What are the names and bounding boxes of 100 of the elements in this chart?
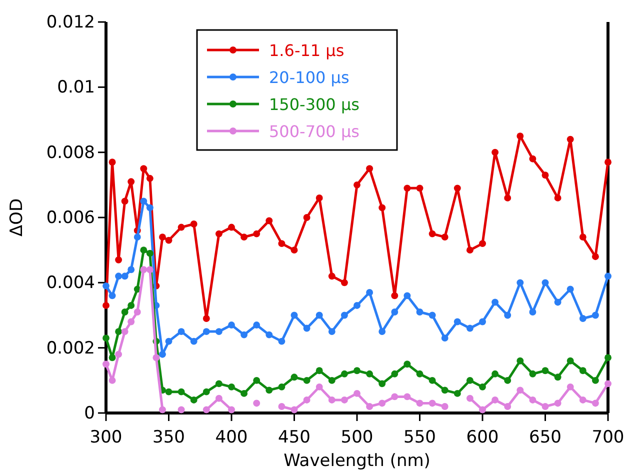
point — [604, 354, 612, 362]
point — [202, 388, 210, 396]
point — [253, 322, 260, 328]
point — [303, 324, 310, 332]
x-tick-label: 650 — [529, 428, 562, 448]
x-tick-label: 400 — [215, 428, 248, 448]
point — [604, 380, 612, 388]
point — [115, 350, 122, 358]
point — [566, 136, 574, 143]
point — [566, 357, 574, 364]
point — [366, 403, 374, 410]
point — [554, 194, 562, 202]
point — [140, 266, 148, 274]
point — [479, 318, 486, 326]
point — [240, 331, 248, 338]
point — [354, 367, 360, 374]
point — [253, 376, 260, 384]
point — [529, 370, 536, 378]
point — [504, 376, 512, 384]
point — [303, 396, 310, 404]
point — [340, 396, 348, 404]
point — [278, 240, 286, 248]
point — [240, 390, 248, 397]
point — [266, 331, 273, 338]
point — [253, 400, 260, 407]
point — [202, 406, 210, 414]
point — [140, 246, 148, 254]
x-tick-label: 500 — [340, 428, 374, 448]
point — [102, 282, 110, 290]
point — [566, 286, 574, 293]
y-axis-title: ΔOD — [7, 198, 27, 237]
point — [303, 376, 310, 384]
point — [340, 279, 348, 286]
point — [428, 400, 436, 407]
legend-label: 1.6-11 µs — [269, 41, 344, 60]
legend-label: 500-700 µs — [269, 122, 360, 141]
point — [115, 256, 122, 264]
point — [529, 396, 536, 404]
point — [134, 308, 141, 316]
point — [202, 328, 210, 336]
point — [592, 400, 599, 407]
point — [328, 272, 336, 280]
x-tick-label: 350 — [152, 428, 185, 448]
y-tick-label: 0.004 — [46, 273, 95, 294]
point — [190, 220, 198, 228]
point — [542, 172, 549, 179]
point — [579, 315, 586, 322]
point — [579, 367, 586, 374]
point — [391, 308, 398, 316]
point — [504, 312, 512, 319]
point — [516, 279, 524, 286]
point — [290, 406, 298, 414]
point — [146, 204, 154, 212]
point — [579, 396, 586, 404]
point — [328, 376, 336, 384]
point — [328, 328, 336, 336]
point — [303, 214, 310, 221]
point — [391, 370, 398, 378]
point — [152, 354, 160, 362]
point — [140, 198, 148, 205]
point — [108, 354, 116, 362]
y-tick-label: 0.002 — [46, 338, 95, 358]
point — [140, 165, 148, 172]
x-tick-label: 450 — [278, 428, 310, 448]
y-tick-label: 0.008 — [46, 142, 95, 163]
point — [165, 388, 172, 396]
point — [278, 383, 286, 390]
point — [128, 266, 135, 274]
point — [121, 198, 128, 205]
point — [454, 390, 461, 397]
point — [121, 308, 128, 316]
point — [128, 318, 135, 326]
point — [290, 246, 298, 254]
point — [102, 334, 110, 342]
point — [158, 350, 166, 358]
point — [404, 184, 411, 192]
point — [215, 394, 222, 402]
y-tick-label: 0.006 — [46, 208, 95, 228]
point — [366, 288, 374, 296]
point — [466, 376, 474, 384]
point — [454, 184, 461, 192]
point — [316, 383, 323, 390]
point — [165, 338, 172, 345]
x-tick-label: 700 — [592, 428, 624, 448]
point — [378, 400, 386, 407]
point — [158, 406, 166, 414]
point — [492, 298, 499, 306]
point — [290, 374, 298, 381]
point — [479, 383, 486, 390]
point — [378, 328, 386, 336]
point — [146, 174, 154, 182]
point — [428, 230, 436, 238]
point — [404, 393, 411, 400]
point — [592, 312, 599, 319]
point — [178, 388, 185, 396]
legend-label: 150-300 µs — [269, 95, 360, 114]
point — [165, 236, 172, 244]
point — [604, 158, 612, 166]
point — [128, 302, 135, 309]
point — [202, 315, 210, 322]
